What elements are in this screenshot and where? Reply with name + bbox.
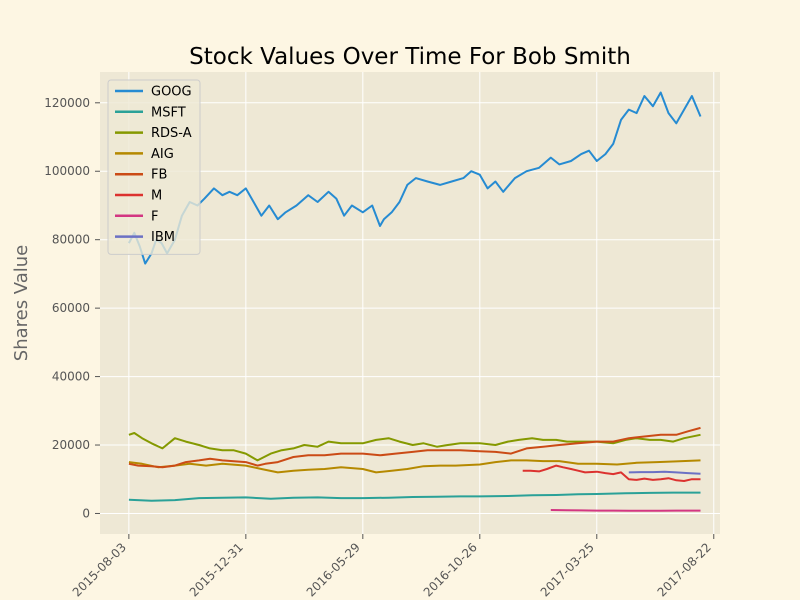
series-line-fb	[128, 426, 701, 469]
legend-box	[107, 79, 201, 255]
legend-label: IBM	[151, 230, 175, 245]
y-tick-label: 40000	[52, 370, 90, 384]
grid	[100, 72, 720, 534]
series-line-msft	[128, 491, 701, 502]
legend-label: MSFT	[151, 105, 186, 120]
y-tick-label: 100000	[44, 164, 90, 178]
plot-area	[100, 72, 720, 534]
legend-label: AIG	[151, 147, 174, 162]
y-axis-ticks: 0 20000 40000 60000 80000 100000 120000	[44, 96, 100, 520]
legend-label: FB	[151, 168, 167, 183]
series-line-aig	[128, 459, 701, 474]
y-tick-label: 80000	[52, 233, 90, 247]
series-line-m	[522, 464, 701, 482]
chart-title: Stock Values Over Time For Bob Smith	[189, 44, 631, 70]
y-tick-label: 20000	[52, 438, 90, 452]
y-tick-label: 0	[82, 506, 90, 520]
y-axis-label: Shares Value	[11, 245, 32, 361]
legend-label: RDS-A	[151, 126, 192, 141]
legend: GOOG MSFT RDS-A AIG FB MF IBM	[107, 79, 201, 255]
y-tick-label: 120000	[44, 96, 90, 110]
series-line-f	[550, 509, 701, 512]
series-line-ibm	[628, 470, 701, 475]
legend-label: GOOG	[151, 85, 192, 100]
series-lines	[128, 91, 702, 512]
legend-label: F	[151, 209, 158, 224]
y-tick-label: 60000	[52, 301, 90, 315]
legend-label: M	[151, 189, 162, 204]
